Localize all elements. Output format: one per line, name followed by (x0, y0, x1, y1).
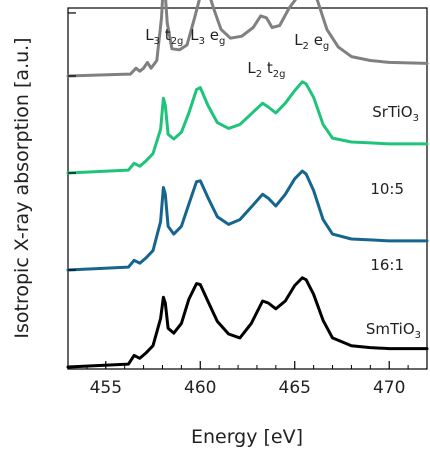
series-line-16-1 (66, 169, 429, 272)
peak-annotation: L2 eg (294, 31, 329, 52)
peak-annotation: L2 t2g (247, 59, 285, 80)
x-tick-label: 465 (279, 378, 311, 398)
x-tick-label: 470 (373, 378, 405, 398)
y-axis-ticks (68, 12, 76, 271)
series-label: SrTiO3 (372, 103, 419, 124)
series-label: 10:5 (370, 180, 404, 198)
x-axis-title: Energy [eV] (191, 426, 303, 448)
plot-frame (67, 7, 428, 370)
x-tick-label: 455 (90, 378, 122, 398)
series-layer (66, 0, 429, 369)
peak-annotations: L3 t2g L3 eg L2 t2g L2 eg (145, 26, 329, 80)
series-line-srtio3 (66, 0, 429, 78)
y-axis-title: Isotropic X-ray absorption [a.u.] (11, 37, 33, 338)
x-axis-ticks: 455 460 465 470 (67, 361, 428, 398)
peak-annotation: L3 t2g (145, 26, 183, 47)
peak-annotation: L3 eg (190, 26, 225, 47)
series-labels: SrTiO3 10:5 16:1 SmTiO3 (366, 103, 421, 341)
series-line-10-5 (66, 80, 429, 175)
x-tick-label: 460 (184, 378, 216, 398)
series-label: SmTiO3 (366, 320, 421, 341)
series-label: 16:1 (370, 256, 404, 274)
series-line-smtio3 (66, 276, 429, 369)
